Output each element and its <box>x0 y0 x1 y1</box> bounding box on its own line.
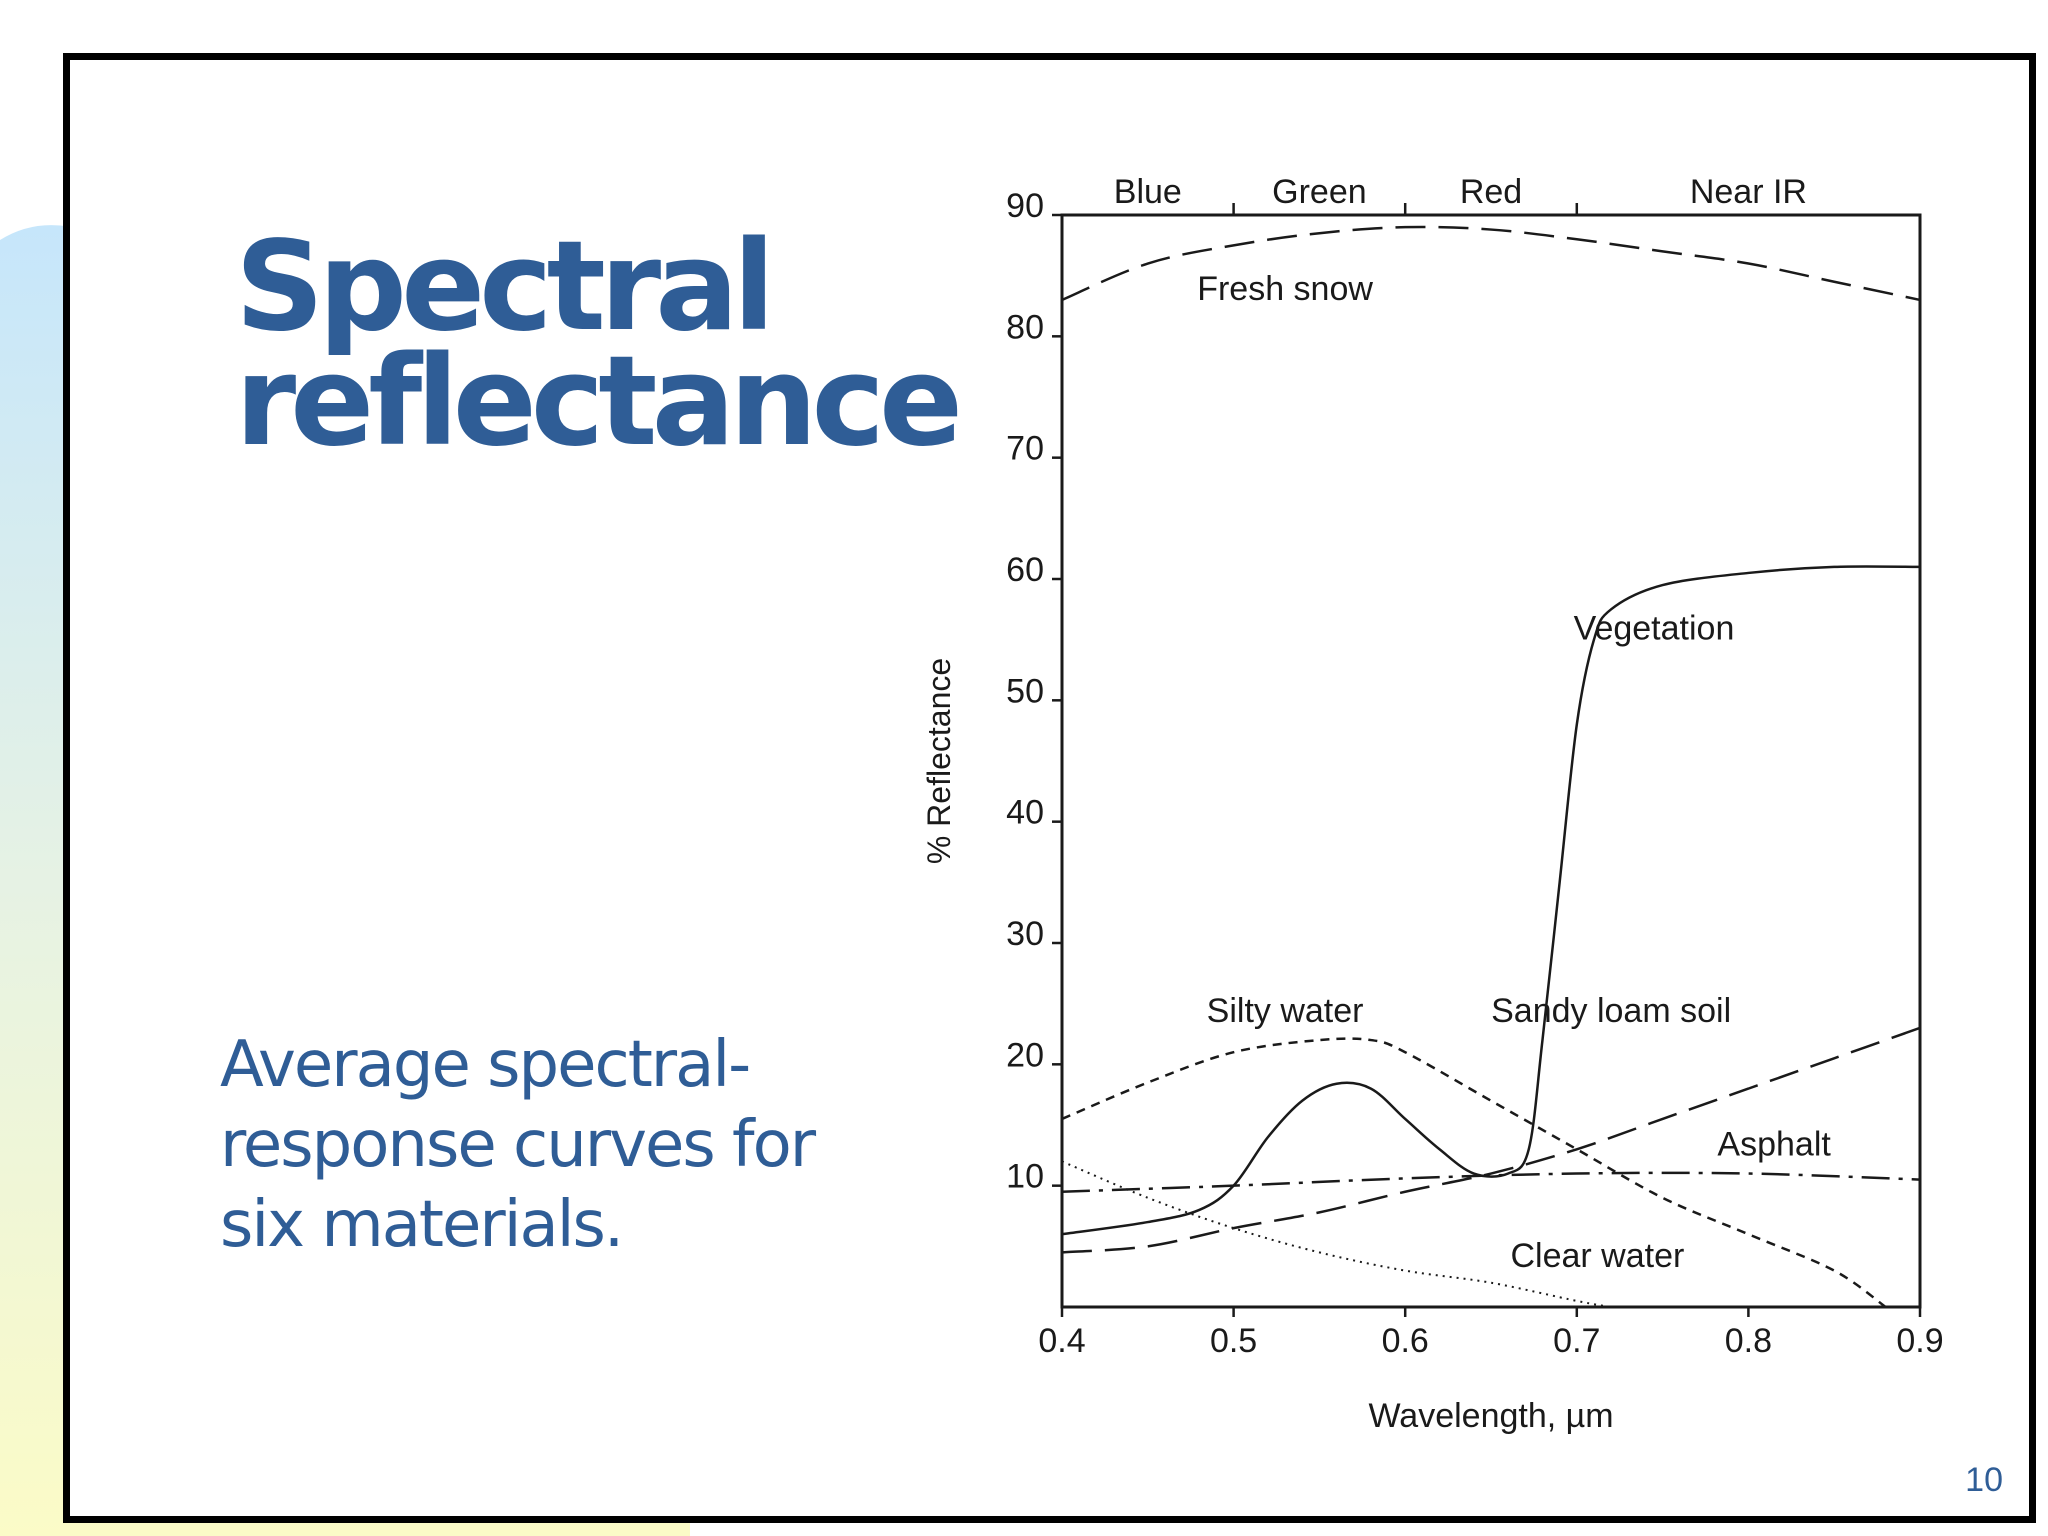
y-tick-label: 60 <box>1006 551 1044 589</box>
page-number: 10 <box>1965 1461 2003 1499</box>
plot-frame <box>1060 213 1922 1309</box>
band-label: Green <box>1272 173 1367 211</box>
y-tick-label: 70 <box>1006 430 1044 468</box>
series-line-silty-water <box>1061 1037 1887 1309</box>
series-line-asphalt <box>1061 1171 1921 1193</box>
x-tick-label: 0.9 <box>1896 1322 1943 1360</box>
x-tick-label: 0.5 <box>1210 1322 1257 1360</box>
y-tick-label: 50 <box>1006 672 1044 710</box>
series-line-sandy-loam-soil <box>1061 1026 1921 1254</box>
y-tick-label: 10 <box>1006 1158 1044 1196</box>
series-line-clear-water <box>1061 1160 1612 1308</box>
slide-subtitle: Average spectral-response curves for six… <box>220 1028 816 1262</box>
spectral-reflectance-chart: 10 20 30 40 50 60 70 80 90 0.4 0.5 0.6 0.7 0.8 0.9 Blue… <box>921 173 1944 1435</box>
y-tick-label: 20 <box>1006 1036 1044 1074</box>
slide-title: Spectral reflectance <box>235 215 963 474</box>
y-tick-label: 80 <box>1006 308 1044 346</box>
curve-label: Fresh snow <box>1197 270 1373 308</box>
slide-frame: Spectral reflectance Average spectral-re… <box>63 53 2036 1523</box>
x-tick-label: 0.7 <box>1553 1322 1600 1360</box>
y-tick-label: 30 <box>1006 915 1044 953</box>
band-label: Near IR <box>1690 173 1807 211</box>
series-line-fresh-snow <box>1061 225 1921 302</box>
series-line-vegetation <box>1061 565 1921 1236</box>
title-line-2: reflectance <box>235 330 963 474</box>
curve-label: Clear water <box>1510 1237 1684 1275</box>
curve-label: Silty water <box>1207 992 1364 1030</box>
band-label: Red <box>1460 173 1522 211</box>
x-tick-label: 0.6 <box>1382 1322 1429 1360</box>
y-tick-label: 40 <box>1006 794 1044 832</box>
x-tick-label: 0.8 <box>1725 1322 1772 1360</box>
band-label: Blue <box>1114 173 1182 211</box>
curve-label: Asphalt <box>1717 1125 1831 1163</box>
x-axis-label: Wavelength, µm <box>1368 1397 1613 1435</box>
curve-label: Sandy loam soil <box>1491 992 1731 1030</box>
curve-label: Vegetation <box>1574 610 1735 648</box>
y-tick-label: 90 <box>1006 187 1044 225</box>
y-axis-label: % Reflectance <box>921 658 957 864</box>
x-tick-label: 0.4 <box>1038 1322 1085 1360</box>
title-line-1: Spectral <box>235 215 775 359</box>
